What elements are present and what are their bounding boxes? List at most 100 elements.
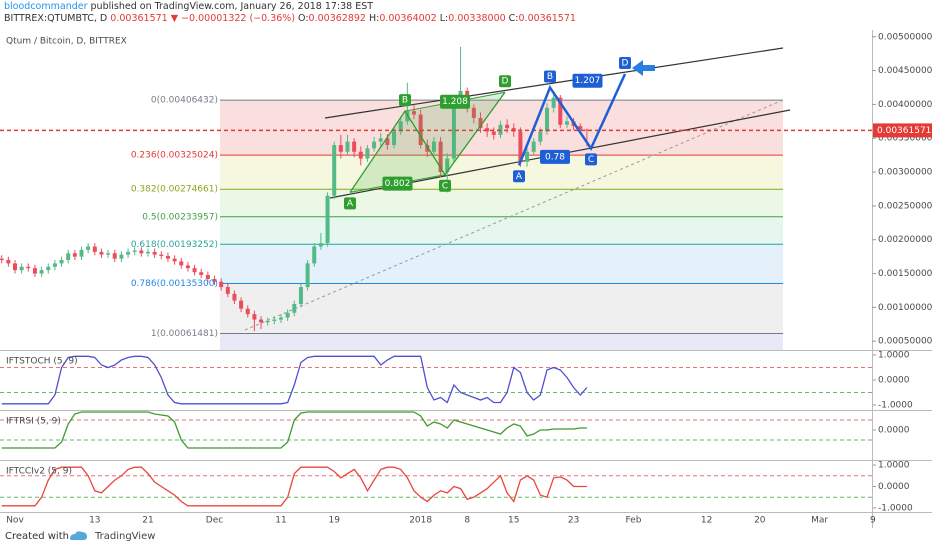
candle-body: [485, 128, 490, 132]
fib-zone: [220, 216, 783, 245]
last-price-box: [873, 123, 932, 138]
pattern-point-box: [585, 153, 597, 166]
pattern-point-label: B: [547, 72, 553, 82]
candle-body: [59, 260, 64, 264]
candle-body: [531, 141, 536, 152]
indicator-line: [1, 411, 587, 449]
logo: [70, 531, 87, 540]
candle-body: [66, 253, 71, 261]
candle-body: [159, 254, 164, 256]
candle-body: [438, 141, 443, 173]
candle-body: [259, 319, 264, 323]
candle-body: [239, 300, 244, 309]
candle-body: [564, 121, 569, 125]
y-tick-label: 0.00300000: [878, 168, 932, 178]
chart-title: Qtum / Bitcoin, D, BITTREX: [6, 37, 127, 47]
candles: [0, 46, 872, 332]
change: ▼ −0.00001322 (−0.36%): [170, 13, 296, 24]
x-tick-label: 9: [870, 516, 876, 526]
pattern-fill: [350, 111, 445, 193]
fib-retracement: [220, 99, 783, 350]
ohlc-value: 0.00364002: [379, 13, 437, 24]
candle-body: [365, 148, 370, 159]
header-row: BITTREX:QTUMBTC, D 0.00361571 ▼ −0.00001…: [4, 13, 576, 25]
candle-body: [392, 131, 397, 146]
candle-body: [358, 151, 363, 159]
candle-body: [152, 251, 157, 255]
candle-body: [165, 255, 170, 259]
candle-body: [518, 131, 523, 162]
y-tick-label: -1.0000: [878, 503, 913, 513]
candle-body: [372, 141, 377, 149]
candle-body: [558, 97, 563, 125]
pattern-point-box: [513, 170, 525, 183]
pattern-fill: [405, 92, 505, 175]
x-tick-label: 23: [568, 516, 579, 526]
pattern-point-label: A: [347, 199, 354, 209]
candle-body: [279, 317, 283, 320]
x-tick-label: 13: [89, 516, 100, 526]
ratio-box: [440, 94, 470, 109]
x-tick-label: Feb: [625, 516, 641, 526]
x-tick-label: Mar: [811, 516, 828, 526]
candle-body: [52, 263, 57, 267]
candle-body: [146, 251, 150, 254]
candle-body: [398, 121, 403, 132]
candle-body: [292, 303, 297, 313]
patterns: A B C D 0.802 1.208 A B C D 0.78 1.207: [344, 56, 631, 210]
x-tick-label: 11: [275, 516, 286, 526]
candle-body: [525, 151, 530, 162]
y-tick-label: 0.00250000: [878, 201, 932, 211]
candle-body: [584, 129, 589, 131]
candle-body: [106, 253, 111, 255]
candle-body: [19, 266, 24, 271]
candle-body: [79, 249, 84, 257]
candle-body: [445, 158, 450, 173]
candle-body: [232, 293, 237, 301]
pattern-point-label: B: [402, 96, 408, 106]
candle-body: [139, 250, 144, 254]
candle-body: [551, 97, 556, 108]
candle-body: [431, 141, 436, 152]
pattern-point-label: A: [516, 172, 523, 182]
candle-body: [132, 250, 137, 252]
candle-body: [39, 270, 44, 274]
y-tick-label: 0.00400000: [878, 100, 932, 110]
fib-zone: [220, 333, 783, 350]
candle-body: [451, 104, 456, 159]
pattern-point-label: C: [588, 155, 594, 165]
pattern-point-box: [344, 197, 356, 210]
fib-label: 0.5(0.00233957): [142, 212, 218, 222]
candle-body: [478, 117, 483, 129]
candle-body: [425, 145, 430, 152]
author: bloodcommander: [4, 1, 88, 12]
fib-label: 1(0.00061481): [151, 329, 218, 339]
fib-label: 0(0.00406432): [151, 96, 218, 106]
brand: TradingView: [94, 531, 156, 542]
candle-body: [212, 278, 217, 282]
candle-body: [385, 138, 390, 146]
candle-body: [578, 126, 583, 130]
candle-body: [545, 107, 549, 132]
candle-body: [305, 263, 310, 288]
created: Created with: [5, 531, 69, 542]
candle-body: [471, 107, 476, 118]
candle-body: [491, 131, 496, 135]
candle-body: [13, 263, 17, 271]
x-tick-label: 21: [142, 516, 153, 526]
indicators: 1.0000 0.0000 -1.0000 IFTSTOCH (5, 9) 0.0000…: [0, 351, 913, 513]
indicator-title: IFTCCIv2 (5, 9): [6, 467, 72, 477]
candle-body: [538, 131, 543, 142]
fib-zone: [220, 244, 783, 284]
candle-body: [272, 319, 277, 321]
candle-body: [318, 243, 323, 247]
fib-zone: [220, 283, 783, 334]
candle-body: [325, 195, 330, 244]
y-tick-label: 0.0000: [878, 426, 910, 436]
x-tick-label: 15: [508, 516, 519, 526]
candle-body: [345, 141, 350, 152]
y-tick-label: 1.0000: [878, 351, 910, 361]
pattern-point-label: C: [442, 181, 448, 191]
